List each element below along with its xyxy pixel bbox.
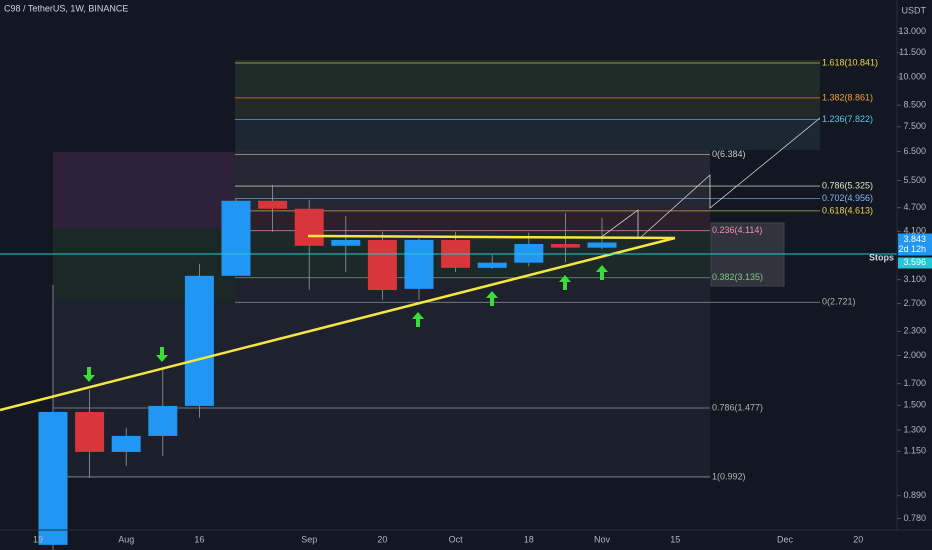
projection-line (639, 117, 821, 239)
x-tick-label: 20 (377, 534, 387, 544)
stops-price-label: 3.596 (903, 257, 926, 267)
fib-label: 0.618(4.613) (822, 205, 873, 215)
signal-arrows (83, 265, 608, 382)
candle-body (184, 275, 214, 406)
candle-body (514, 243, 544, 263)
zone (235, 209, 710, 229)
chart-title: C98 / TetherUS, 1W, BINANCE (4, 3, 128, 13)
y-tick-label: 13.000 (898, 26, 926, 36)
x-tick-label: 15 (670, 534, 680, 544)
fib-label: 0.786(5.325) (822, 180, 873, 190)
candle-body (550, 243, 580, 248)
candle-body (294, 208, 324, 246)
axes: 13.000 11.500 10.000 8.500 7.500 6.500 5.500 4.… (33, 26, 932, 544)
x-tick-label: 20 (853, 534, 863, 544)
fib-label: 1.236(7.822) (822, 114, 873, 124)
fib-label: 0.786(1.477) (712, 402, 763, 412)
fib-label: 1.618(10.841) (822, 57, 878, 67)
x-tick-label: Oct (449, 534, 464, 544)
y-tick-label: 1.700 (903, 378, 926, 388)
candle-body (367, 239, 397, 291)
y-tick-label: 2.700 (903, 298, 926, 308)
candle-body (404, 239, 434, 289)
zone (53, 300, 710, 408)
candle-body (477, 262, 507, 268)
candle-body (221, 200, 251, 276)
x-tick-label: Nov (594, 534, 611, 544)
x-tick-label: 18 (524, 534, 534, 544)
zone (235, 276, 710, 300)
last-price-box (898, 233, 932, 256)
up-arrow (559, 275, 571, 290)
trendline (0, 236, 676, 412)
last-price-label: 3.843 (903, 234, 926, 244)
trendline (307, 234, 676, 240)
y-tick-label: 1.500 (903, 400, 926, 410)
x-tick-label: Dec (777, 534, 794, 544)
up-arrow (486, 291, 498, 306)
fib-label: 0(2.721) (822, 297, 856, 307)
y-tick-label: 4.700 (903, 202, 926, 212)
candle-body (75, 411, 105, 452)
stops-box (898, 257, 932, 269)
y-tick-label: 0.780 (903, 513, 926, 523)
fib-label: 0.382(3.135) (712, 272, 763, 282)
fib-label: 1(0.992) (712, 471, 746, 481)
y-tick-label: 1.300 (903, 424, 926, 434)
y-tick-label: 8.500 (903, 99, 926, 109)
y-tick-label: 10.000 (898, 71, 926, 81)
y-tick-label: 11.500 (899, 47, 926, 57)
x-tick-label: 19 (33, 534, 43, 544)
currency-label: USDT (902, 5, 927, 15)
fib-label: 0.236(4.114) (712, 225, 762, 235)
up-arrow (412, 312, 424, 327)
fib-label: 1.382(8.861) (822, 92, 873, 102)
y-tick-label: 1.150 (903, 446, 926, 456)
projection-line (599, 209, 639, 239)
candle-body (258, 200, 288, 209)
candle-body (148, 405, 178, 436)
trendlines (0, 234, 676, 412)
y-tick-label: 3.100 (903, 274, 926, 284)
fib-label: 0.702(4.956) (822, 193, 873, 203)
candle-body (111, 435, 141, 452)
y-tick-label: 7.500 (903, 121, 926, 131)
zone (235, 60, 820, 95)
y-tick-label: 5.500 (903, 175, 926, 185)
zone (53, 152, 235, 228)
candle-body (331, 239, 361, 246)
y-tick-label: 2.300 (903, 326, 926, 336)
y-tick-label: 4.100 (903, 226, 926, 236)
zone (235, 150, 710, 209)
candles (38, 184, 617, 550)
y-tick-label: 0.890 (903, 490, 926, 500)
stops-name: Stops (869, 252, 894, 262)
zone (235, 117, 820, 150)
candle-body (587, 242, 617, 248)
fib-label: 0(6.384) (712, 149, 746, 159)
fib-levels: 1.618(10.841) 1.382(8.861) 1.236(7.822) 0(6… (53, 57, 878, 481)
x-tick-label: 16 (194, 534, 204, 544)
x-tick-label: Aug (118, 534, 134, 544)
zone (235, 95, 820, 117)
candle-body (38, 411, 68, 545)
up-arrow (596, 265, 608, 280)
y-tick-label: 6.500 (903, 146, 926, 156)
countdown-label: 2d 12h (898, 244, 926, 254)
down-arrow (156, 347, 168, 362)
x-tick-label: Sep (301, 534, 317, 544)
y-tick-label: 2.000 (903, 350, 926, 360)
down-arrow (83, 367, 95, 382)
